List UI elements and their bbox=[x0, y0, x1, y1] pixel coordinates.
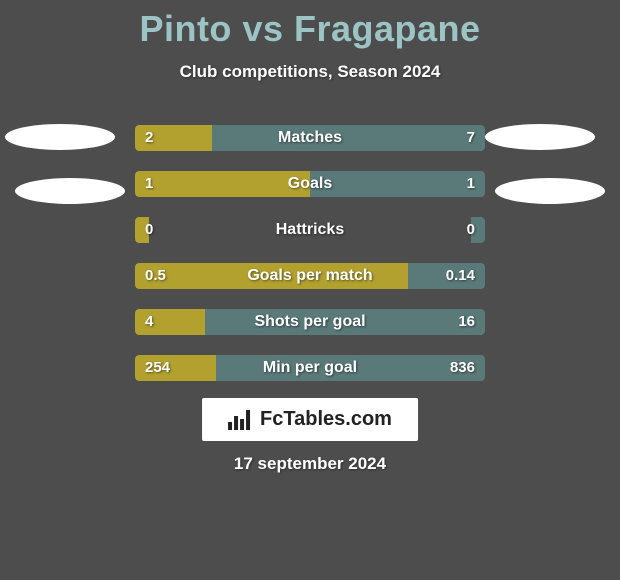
brand-text: FcTables.com bbox=[260, 408, 392, 431]
stat-label: Min per goal bbox=[135, 355, 485, 381]
vs-text: vs bbox=[242, 8, 283, 49]
stat-row: 11Goals bbox=[135, 171, 485, 197]
stat-label: Goals bbox=[135, 171, 485, 197]
stat-row: 0.50.14Goals per match bbox=[135, 263, 485, 289]
avatar-ellipse bbox=[495, 178, 605, 204]
comparison-infographic: Pinto vs Fragapane Club competitions, Se… bbox=[0, 0, 620, 580]
subtitle: Club competitions, Season 2024 bbox=[0, 62, 620, 82]
stat-label: Hattricks bbox=[135, 217, 485, 243]
stat-row: 254836Min per goal bbox=[135, 355, 485, 381]
avatar-ellipse bbox=[485, 124, 595, 150]
brand-badge: FcTables.com bbox=[202, 398, 418, 441]
stats-panel: 27Matches 11Goals 00Hattricks 0.50.14Goals … bbox=[135, 125, 485, 401]
avatar-ellipse bbox=[5, 124, 115, 150]
stat-row: 416Shots per goal bbox=[135, 309, 485, 335]
footer-date: 17 september 2024 bbox=[0, 454, 620, 474]
stat-label: Shots per goal bbox=[135, 309, 485, 335]
stat-row: 27Matches bbox=[135, 125, 485, 151]
page-title: Pinto vs Fragapane bbox=[0, 0, 620, 50]
stat-label: Goals per match bbox=[135, 263, 485, 289]
brand-bars-icon bbox=[228, 410, 254, 430]
stat-label: Matches bbox=[135, 125, 485, 151]
avatar-ellipse bbox=[15, 178, 125, 204]
stat-row: 00Hattricks bbox=[135, 217, 485, 243]
player2-name: Fragapane bbox=[294, 8, 481, 49]
player1-name: Pinto bbox=[139, 8, 231, 49]
